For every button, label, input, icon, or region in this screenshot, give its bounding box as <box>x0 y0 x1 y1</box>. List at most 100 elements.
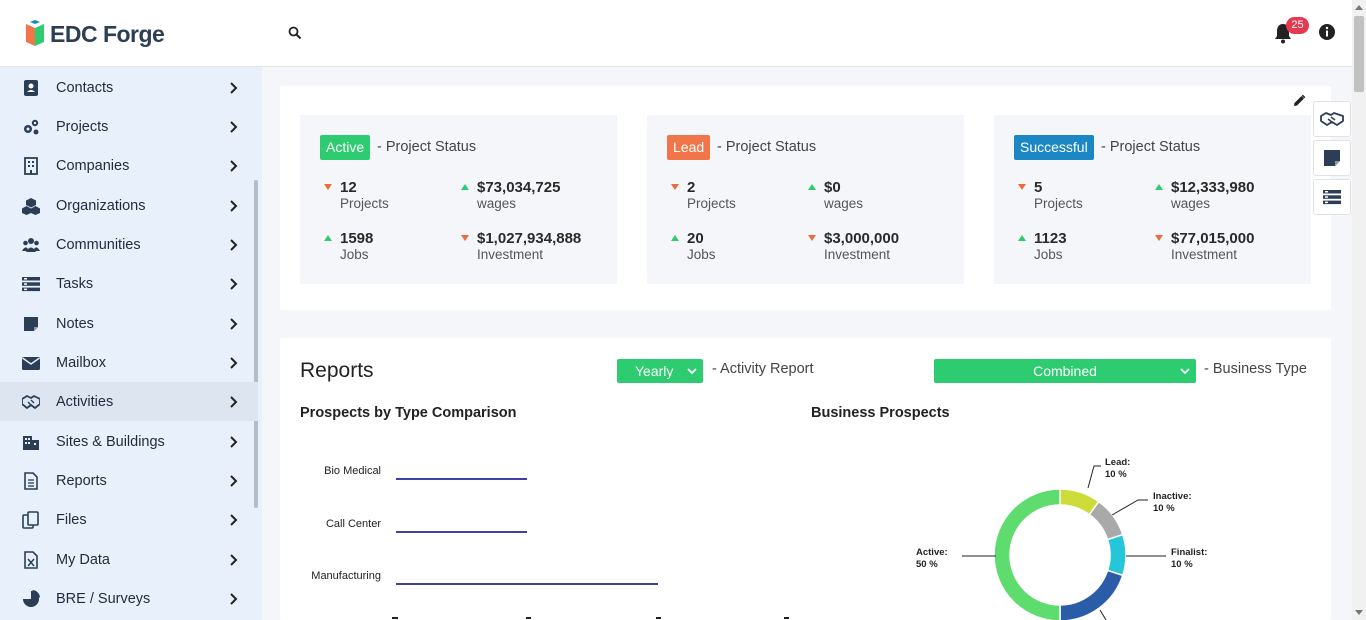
envelope-icon <box>22 356 40 370</box>
sidebar-item-label: Projects <box>56 118 109 135</box>
donut-slice[interactable] <box>993 488 1061 620</box>
brand-logo[interactable]: EDC Forge <box>24 20 165 48</box>
sidebar-item-reports[interactable]: Reports <box>0 461 258 500</box>
chevron-right-icon[interactable] <box>229 513 239 526</box>
sidebar-item-label: Files <box>56 511 87 528</box>
panel-title: - Project Status <box>1101 139 1201 155</box>
metric-label: wages <box>824 196 864 211</box>
sidebar-item-activities[interactable]: Activities <box>0 382 258 421</box>
chevron-right-icon[interactable] <box>229 120 239 133</box>
sidebar-item-my-data[interactable]: My Data <box>0 540 258 579</box>
sidebar-item-label: Reports <box>56 472 107 489</box>
metric-value: $1,027,934,888 <box>477 230 582 247</box>
chevron-down-icon <box>1180 368 1190 375</box>
sidebar-item-mailbox[interactable]: Mailbox <box>0 343 258 382</box>
excel-file-icon <box>24 550 38 569</box>
chevron-right-icon[interactable] <box>229 592 239 605</box>
donut-slice-label: Active: 50 % <box>916 547 948 570</box>
bar-chart-axis-edge <box>392 617 792 620</box>
trend-down-icon <box>461 235 469 241</box>
sidebar-item-label: Sites & Buildings <box>56 433 165 450</box>
donut-leader-line <box>1099 609 1107 620</box>
metric-label: wages <box>477 196 517 211</box>
donut-leader-line <box>1087 465 1101 489</box>
sidebar-item-companies[interactable]: Companies <box>0 146 258 185</box>
status-panel-successful: Successful - Project Status 5 Projects $12,3… <box>994 115 1311 284</box>
metric-label: Projects <box>687 196 736 211</box>
scroll-up-arrow-icon[interactable] <box>1355 5 1363 10</box>
chevron-right-icon[interactable] <box>229 474 239 487</box>
metric-value: 1598 <box>340 230 374 247</box>
trend-down-icon <box>808 235 816 241</box>
metric-label: Jobs <box>687 247 716 262</box>
chevron-right-icon[interactable] <box>229 238 239 251</box>
sidebar-item-notes[interactable]: Notes <box>0 304 258 343</box>
page-scrollbar[interactable] <box>1352 0 1366 620</box>
status-pill-lead: Lead <box>667 135 711 160</box>
sidebar-item-tasks[interactable]: Tasks <box>0 264 258 303</box>
metric-value: 2 <box>687 179 696 196</box>
business-type-select[interactable]: Combined <box>934 359 1196 383</box>
chevron-right-icon[interactable] <box>229 395 239 408</box>
chevron-right-icon[interactable] <box>229 277 239 290</box>
chevron-right-icon[interactable] <box>229 435 239 448</box>
sidebar-item-organizations[interactable]: Organizations <box>0 186 258 225</box>
business-type-label: - Business Type <box>1204 361 1307 377</box>
activity-period-value: Yearly <box>635 363 674 379</box>
chevron-right-icon[interactable] <box>229 199 239 212</box>
metric-label: Investment <box>1171 247 1238 262</box>
bar-bio-medical[interactable] <box>396 478 527 480</box>
task-list-icon <box>22 276 40 291</box>
chevron-right-icon[interactable] <box>229 553 239 566</box>
donut-slice[interactable] <box>1088 500 1124 541</box>
metric-value: $12,333,980 <box>1171 179 1255 196</box>
activity-period-select[interactable]: Yearly <box>617 359 703 383</box>
sidebar-item-projects[interactable]: Projects <box>0 107 258 146</box>
sidebar-item-label: Tasks <box>56 275 94 292</box>
sidebar-item-label: Notes <box>56 315 94 332</box>
info-icon[interactable] <box>1318 23 1336 41</box>
metric-value: $73,034,725 <box>477 179 561 196</box>
activities-quick-button[interactable] <box>1313 101 1351 137</box>
sidebar-item-contacts[interactable]: Contacts <box>0 68 258 107</box>
donut-slice[interactable] <box>1059 569 1124 620</box>
trend-up-icon <box>671 235 679 241</box>
sticky-note-icon <box>1324 150 1340 166</box>
chevron-right-icon[interactable] <box>229 159 239 172</box>
donut-slice-label: Finalist: 10 % <box>1171 547 1208 570</box>
donut-slice-label: Inactive: 10 % <box>1153 491 1192 514</box>
donut-slice-label: Lead: 10 % <box>1105 457 1131 480</box>
chevron-right-icon[interactable] <box>229 317 239 330</box>
search-icon[interactable] <box>288 26 302 40</box>
donut-slice[interactable] <box>1106 533 1127 577</box>
metric-label: Projects <box>340 196 389 211</box>
bar-manufacturing[interactable] <box>396 583 658 585</box>
metric-value: $3,000,000 <box>824 230 900 247</box>
sidebar-item-files[interactable]: Files <box>0 500 258 539</box>
notes-quick-button[interactable] <box>1313 140 1351 176</box>
metric-label: wages <box>1171 196 1211 211</box>
trend-up-icon <box>461 184 469 190</box>
metric-value: $77,015,000 <box>1171 230 1255 247</box>
edit-pencil-icon[interactable] <box>1292 94 1306 108</box>
status-panel-lead: Lead - Project Status 2 Projects $0 wages 20 Jo… <box>647 115 964 284</box>
sidebar-scrollbar-thumb[interactable] <box>254 180 258 508</box>
status-panel-active: Active - Project Status 12 Projects $73,034,… <box>300 115 617 284</box>
tasks-quick-button[interactable] <box>1313 179 1351 215</box>
sidebar-item-bre-surveys[interactable]: BRE / Surveys <box>0 579 258 618</box>
sidebar-item-sites-buildings[interactable]: Sites & Buildings <box>0 422 258 461</box>
building-icon <box>24 156 38 175</box>
metric-value: $0 <box>824 179 841 196</box>
cubes-icon <box>22 197 40 215</box>
trend-up-icon <box>1155 184 1163 190</box>
activity-report-label: - Activity Report <box>712 361 814 377</box>
chevron-right-icon[interactable] <box>229 81 239 94</box>
scrollbar-thumb[interactable] <box>1354 16 1364 92</box>
sidebar-item-communities[interactable]: Communities <box>0 225 258 264</box>
task-list-icon <box>1323 190 1341 205</box>
bar-call-center[interactable] <box>396 531 527 533</box>
trend-down-icon <box>1018 184 1026 190</box>
chevron-right-icon[interactable] <box>229 356 239 369</box>
reports-title: Reports <box>300 359 374 382</box>
scroll-down-arrow-icon[interactable] <box>1355 610 1363 615</box>
